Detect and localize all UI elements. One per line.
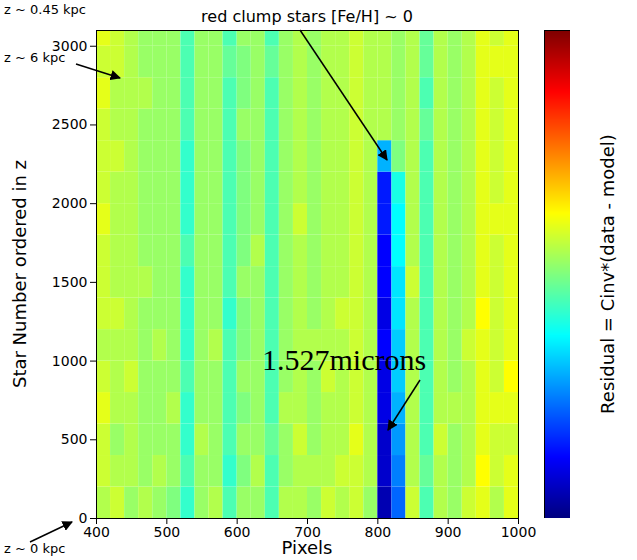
svg-text:z ~ 0 kpc: z ~ 0 kpc xyxy=(4,541,65,556)
svg-text:1.527microns: 1.527microns xyxy=(262,343,426,376)
svg-text:red clump stars [Fe/H] ~ 0: red clump stars [Fe/H] ~ 0 xyxy=(201,7,413,26)
svg-text:400: 400 xyxy=(83,524,110,540)
svg-text:900: 900 xyxy=(435,524,462,540)
svg-text:0: 0 xyxy=(78,510,88,526)
svg-text:800: 800 xyxy=(364,524,391,540)
svg-text:2000: 2000 xyxy=(52,195,88,211)
svg-text:700: 700 xyxy=(294,524,321,540)
svg-text:2500: 2500 xyxy=(52,116,88,132)
svg-text:500: 500 xyxy=(153,524,180,540)
svg-text:Residual = Cinv*(data - model): Residual = Cinv*(data - model) xyxy=(597,134,618,414)
svg-text:Pixels: Pixels xyxy=(281,537,332,558)
svg-text:Star Number ordered in z: Star Number ordered in z xyxy=(9,160,30,388)
svg-text:z ~ 6 kpc: z ~ 6 kpc xyxy=(4,50,65,65)
svg-text:1000: 1000 xyxy=(52,353,88,369)
svg-text:500: 500 xyxy=(61,431,88,447)
svg-text:1500: 1500 xyxy=(52,274,88,290)
svg-text:z ~ 0.45 kpc: z ~ 0.45 kpc xyxy=(4,2,86,17)
svg-text:1000: 1000 xyxy=(501,524,537,540)
svg-text:600: 600 xyxy=(224,524,251,540)
svg-text:3000: 3000 xyxy=(52,38,88,54)
